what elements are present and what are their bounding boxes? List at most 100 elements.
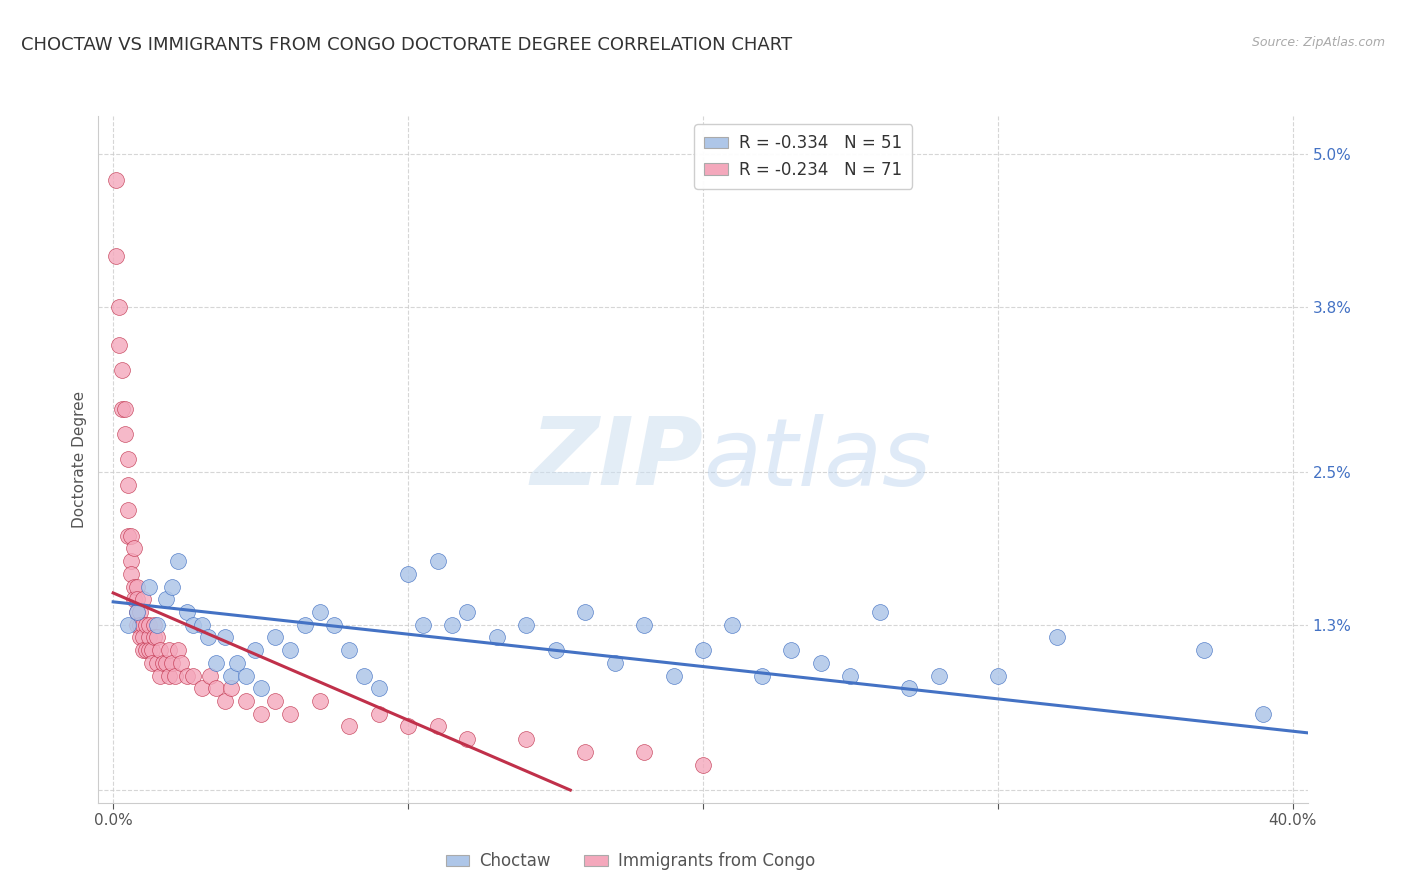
- Point: [249, 706, 271, 721]
- Point: [120, 566, 142, 581]
- Point: [125, 605, 148, 619]
- Point: [160, 580, 183, 594]
- Point: [170, 656, 193, 670]
- Point: [721, 617, 744, 632]
- Point: [135, 643, 157, 657]
- Point: [125, 580, 148, 594]
- Point: [353, 668, 375, 682]
- Point: [111, 401, 134, 416]
- Text: CHOCTAW VS IMMIGRANTS FROM CONGO DOCTORATE DEGREE CORRELATION CHART: CHOCTAW VS IMMIGRANTS FROM CONGO DOCTORA…: [21, 36, 792, 54]
- Point: [146, 631, 169, 645]
- Point: [131, 592, 153, 607]
- Point: [149, 668, 172, 682]
- Point: [149, 643, 172, 657]
- Point: [869, 605, 891, 619]
- Point: [190, 617, 212, 632]
- Point: [249, 681, 271, 696]
- Point: [1046, 631, 1069, 645]
- Point: [122, 592, 145, 607]
- Point: [308, 605, 330, 619]
- Point: [167, 643, 190, 657]
- Point: [105, 172, 128, 186]
- Point: [105, 249, 128, 263]
- Point: [138, 631, 160, 645]
- Point: [928, 668, 950, 682]
- Point: [108, 300, 131, 314]
- Point: [574, 745, 596, 759]
- Legend: Choctaw, Immigrants from Congo: Choctaw, Immigrants from Congo: [440, 846, 821, 877]
- Point: [412, 617, 434, 632]
- Point: [323, 617, 346, 632]
- Point: [117, 617, 139, 632]
- Point: [1253, 706, 1275, 721]
- Point: [108, 338, 131, 352]
- Point: [128, 631, 150, 645]
- Point: [146, 617, 169, 632]
- Point: [120, 529, 142, 543]
- Point: [264, 631, 287, 645]
- Point: [426, 554, 449, 568]
- Point: [181, 617, 204, 632]
- Point: [662, 668, 685, 682]
- Point: [157, 643, 180, 657]
- Point: [138, 580, 160, 594]
- Point: [122, 580, 145, 594]
- Point: [131, 631, 153, 645]
- Point: [456, 732, 478, 747]
- Point: [515, 617, 537, 632]
- Point: [181, 668, 204, 682]
- Point: [152, 656, 174, 670]
- Point: [143, 617, 166, 632]
- Point: [205, 656, 228, 670]
- Point: [810, 656, 832, 670]
- Point: [441, 617, 464, 632]
- Point: [155, 656, 177, 670]
- Point: [141, 656, 163, 670]
- Point: [603, 656, 626, 670]
- Point: [205, 681, 228, 696]
- Point: [125, 617, 148, 632]
- Text: Source: ZipAtlas.com: Source: ZipAtlas.com: [1251, 36, 1385, 49]
- Point: [235, 668, 257, 682]
- Point: [396, 566, 419, 581]
- Y-axis label: Doctorate Degree: Doctorate Degree: [72, 391, 87, 528]
- Point: [117, 529, 139, 543]
- Point: [117, 478, 139, 492]
- Point: [197, 631, 219, 645]
- Point: [176, 668, 198, 682]
- Point: [114, 426, 136, 441]
- Point: [146, 656, 169, 670]
- Point: [278, 706, 301, 721]
- Point: [141, 643, 163, 657]
- Point: [125, 605, 148, 619]
- Point: [898, 681, 921, 696]
- Point: [160, 656, 183, 670]
- Point: [143, 631, 166, 645]
- Point: [574, 605, 596, 619]
- Point: [117, 503, 139, 517]
- Point: [226, 656, 249, 670]
- Point: [200, 668, 222, 682]
- Point: [125, 592, 148, 607]
- Point: [117, 452, 139, 467]
- Point: [120, 554, 142, 568]
- Text: ZIP: ZIP: [530, 413, 703, 506]
- Point: [337, 643, 360, 657]
- Point: [456, 605, 478, 619]
- Point: [157, 668, 180, 682]
- Point: [214, 694, 236, 708]
- Point: [751, 668, 773, 682]
- Point: [165, 668, 187, 682]
- Point: [515, 732, 537, 747]
- Point: [367, 706, 389, 721]
- Point: [167, 554, 190, 568]
- Point: [131, 643, 153, 657]
- Point: [114, 401, 136, 416]
- Point: [367, 681, 389, 696]
- Point: [176, 605, 198, 619]
- Point: [633, 745, 655, 759]
- Point: [155, 592, 177, 607]
- Point: [235, 694, 257, 708]
- Point: [243, 643, 266, 657]
- Point: [128, 605, 150, 619]
